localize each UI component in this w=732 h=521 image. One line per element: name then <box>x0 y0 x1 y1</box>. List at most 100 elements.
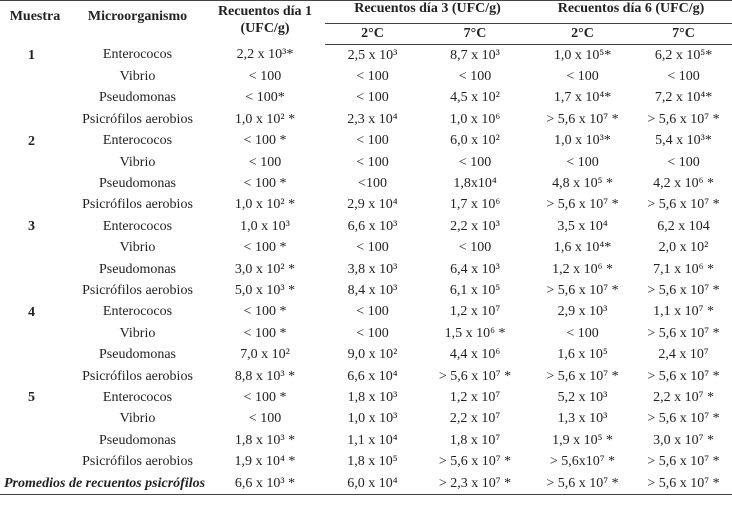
count-cell: 1,6 x 10⁴* <box>553 240 612 256</box>
count-cell: 1,2 x 10⁶ * <box>552 261 613 277</box>
count-cell: 1,2 x 10⁷ <box>449 389 501 405</box>
count-cell: < 100 <box>356 240 389 256</box>
count-cell: 1,9 x 10⁵ * <box>552 432 613 448</box>
count-cell: < 100* <box>245 90 285 106</box>
data-row: 2 Enterococos < 100 * < 100 6,0 x 10² 1,0 x 1… <box>0 131 732 152</box>
count-cell: 4,5 x 10² <box>450 90 500 106</box>
count-cell: 4,4 x 10⁶ <box>449 347 501 363</box>
count-cell: 1,3 x 10³ <box>557 411 608 427</box>
sample-id: 4 <box>28 304 35 320</box>
data-row: Pseudomonas 1,8 x 10³ * 1,1 x 10⁴ 1,8 x 10⁷… <box>0 430 732 451</box>
footer-cell: 6,0 x 10⁴ <box>325 472 420 496</box>
organism: Psicrófilos aerobios <box>82 454 193 470</box>
count-cell: 4,8 x 10⁵ * <box>552 176 613 192</box>
count-cell: < 100 <box>458 154 492 170</box>
count-cell: 1,0 x 10³ <box>240 218 290 234</box>
count-cell: 1,0 x 10² * <box>234 197 296 213</box>
count-cell: < 100 <box>356 133 389 149</box>
count-cell: 5,2 x 10³ <box>557 389 608 405</box>
count-cell: < 100 <box>566 325 599 341</box>
count-cell: > 5,6 x 10⁷ * <box>647 411 720 427</box>
subheader-cell: 7°C <box>420 23 531 45</box>
organism: Psicrófilos aerobios <box>82 197 193 213</box>
count-cell: 1,8x10⁴ <box>453 176 497 192</box>
footer-cell: 6,6 x 10³ * <box>205 472 325 496</box>
counts-table: Muestra Microorganismo Recuentos día 1 (… <box>0 0 732 496</box>
data-row: Psicrófilos aerobios 1,0 x 10² * 2,3 x 10⁴… <box>0 109 732 130</box>
organism: Enterococos <box>102 133 173 149</box>
data-row: Pseudomonas < 100 * <100 1,8x10⁴ 4,8 x 10⁵ *… <box>0 173 732 194</box>
count-cell: 7,2 x 10⁴* <box>654 90 713 106</box>
count-cell: 1,0 x 10⁶ <box>449 111 501 127</box>
count-cell: 1,0 x 10³ <box>347 411 398 427</box>
count-cell: 1,1 x 10⁴ <box>347 432 398 448</box>
count-cell: 9,0 x 10² <box>347 347 398 363</box>
count-cell: > 5,6x10⁷ * <box>549 454 616 470</box>
count-cell: 8,7 x 10³ <box>450 47 500 63</box>
count-cell: 2,9 x 10⁴ <box>347 197 398 213</box>
count-cell: > 5,6 x 10⁷ * <box>438 454 512 470</box>
subheader-cell: 7°C <box>635 23 732 45</box>
data-row: 1 Enterococos 2,2 x 10³* 2,5 x 10³ 8,7 x 10³… <box>0 45 732 67</box>
count-cell: < 100 * <box>243 133 287 149</box>
footer-cell: > 5,6 x 10⁷ * <box>635 472 732 496</box>
count-cell: 2,2 x 10³* <box>236 47 294 63</box>
organism: Enterococos <box>102 389 173 405</box>
data-row: Vibrio < 100 1,0 x 10³ 2,2 x 10⁷ 1,3 x 10³ > … <box>0 409 732 430</box>
count-cell: 8,4 x 10³ <box>347 282 398 298</box>
count-cell: 1,8 x 10³ <box>347 389 398 405</box>
data-row: Psicrófilos aerobios 1,0 x 10² * 2,9 x 10⁴… <box>0 195 732 216</box>
count-cell: > 5,6 x 10⁷ * <box>647 111 720 127</box>
count-cell: < 100 <box>566 154 599 170</box>
count-cell: > 5,6 x 10⁷ * <box>647 197 720 213</box>
data-row: Psicrófilos aerobios 1,9 x 10⁴ * 1,8 x 10⁵… <box>0 451 732 472</box>
organism: Pseudomonas <box>99 261 176 277</box>
organism: Enterococos <box>102 47 173 63</box>
data-row: Vibrio < 100 * < 100 1,5 x 10⁶ * < 100 > 5,6 … <box>0 323 732 344</box>
subheader-cell: 2°C <box>530 23 636 45</box>
sample-id: 1 <box>28 47 35 63</box>
count-cell: 3,0 x 10² * <box>234 261 296 277</box>
count-cell: < 100 * <box>243 389 287 405</box>
data-row: Pseudomonas < 100* < 100 4,5 x 10² 1,7 x 10⁴… <box>0 88 732 109</box>
organism: Pseudomonas <box>99 176 176 192</box>
count-cell: > 5,6 x 10⁷ * <box>546 368 619 384</box>
count-cell: 2,3 x 10⁴ <box>347 111 398 127</box>
count-cell: < 100 * <box>243 240 287 256</box>
count-cell: < 100 <box>667 154 700 170</box>
count-cell: > 5,6 x 10⁷ * <box>647 325 720 341</box>
organism: Psicrófilos aerobios <box>82 368 193 384</box>
organism: Vibrio <box>119 154 156 170</box>
organism: Pseudomonas <box>99 90 176 106</box>
organism: Enterococos <box>102 304 173 320</box>
count-cell: 3,0 x 10⁷ * <box>653 432 714 448</box>
count-cell: < 100 <box>356 90 389 106</box>
count-cell: 2,2 x 10³ <box>450 218 500 234</box>
header-cell: Recuentos día 6 (UFC/g) <box>530 0 732 24</box>
count-cell: 6,4 x 10³ <box>450 261 500 277</box>
count-cell: 2,0 x 10² <box>658 240 709 256</box>
data-row: Psicrófilos aerobios 5,0 x 10³ * 8,4 x 10³… <box>0 280 732 301</box>
data-row: Psicrófilos aerobios 8,8 x 10³ * 6,6 x 10⁴… <box>0 366 732 387</box>
count-cell: < 100 <box>458 69 492 85</box>
count-cell: 5,4 x 10³* <box>655 133 712 149</box>
count-cell: > 5,6 x 10⁷ * <box>647 454 720 470</box>
footer-label: Promedios de recuentos psicrófilos <box>0 472 205 496</box>
count-cell: 1,5 x 10⁶ * <box>444 325 506 341</box>
count-cell: > 5,6 x 10⁷ * <box>438 368 512 384</box>
data-row: Vibrio < 100 < 100 < 100 < 100 < 100 <box>0 66 732 87</box>
count-cell: 2,4 x 10⁷ <box>658 347 709 363</box>
count-cell: < 100 <box>248 411 282 427</box>
count-cell: 2,2 x 10⁷ * <box>653 389 714 405</box>
count-cell: < 100 <box>248 154 282 170</box>
count-cell: < 100 <box>356 325 389 341</box>
organism: Vibrio <box>119 325 156 341</box>
data-row: 5 Enterococos < 100 * 1,8 x 10³ 1,2 x 10⁷ 5,2… <box>0 387 732 408</box>
organism: Vibrio <box>119 69 156 85</box>
count-cell: 1,2 x 10⁷ <box>449 304 501 320</box>
count-cell: 7,1 x 10⁶ * <box>653 261 714 277</box>
count-cell: < 100 <box>356 304 389 320</box>
count-cell: 1,0 x 10³* <box>554 133 611 149</box>
count-cell: < 100 <box>458 240 492 256</box>
footer-row: Promedios de recuentos psicrófilos 6,6 x… <box>0 472 732 496</box>
